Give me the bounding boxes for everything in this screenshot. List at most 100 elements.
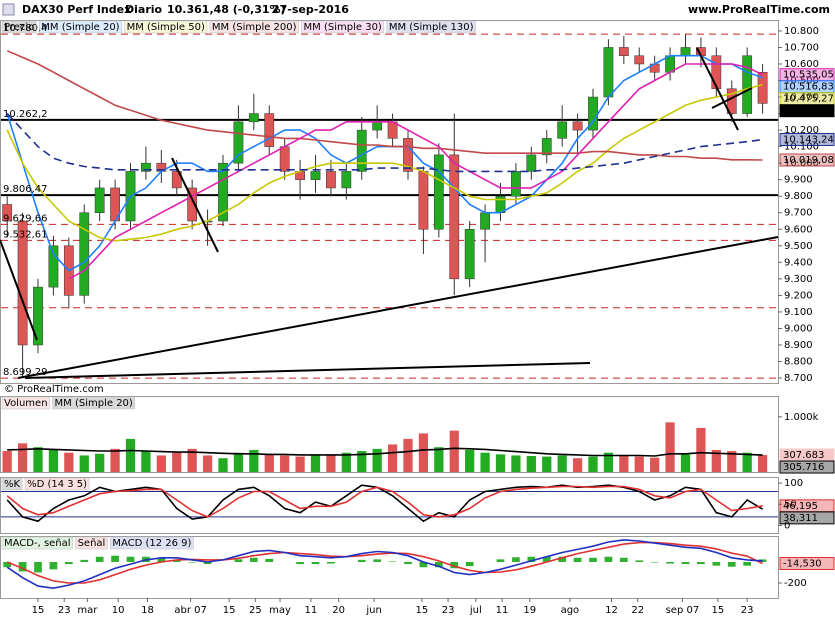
histogram-bar	[589, 557, 597, 562]
x-tick-label: 23	[741, 605, 754, 616]
y-tick-label: 9.000	[784, 323, 813, 334]
price-frame	[0, 20, 779, 384]
y-tick-label: 100	[784, 478, 803, 489]
volume-bar	[187, 448, 197, 472]
y-tick-label: -200	[784, 578, 807, 589]
volume-bar	[557, 455, 567, 472]
candle-body	[94, 187, 105, 213]
candle-body	[680, 47, 691, 56]
value-tag-label: 10.143,24	[783, 134, 834, 145]
volume-bar	[249, 449, 259, 472]
candle-body	[372, 121, 383, 131]
level-label: 8.699,29	[3, 367, 48, 378]
y-tick-label: 10.400	[784, 92, 819, 103]
candle-body	[541, 138, 552, 156]
candle-body	[187, 187, 198, 222]
candle-body	[218, 162, 228, 222]
candle-body	[48, 245, 59, 288]
value-tag-label: 305.716	[783, 462, 824, 473]
volume-bar	[727, 451, 737, 472]
candle-body	[557, 121, 568, 139]
histogram-bar	[450, 561, 459, 569]
volume-bar	[650, 457, 660, 472]
histogram-bar	[681, 561, 690, 565]
legend-entry: %K	[4, 479, 21, 490]
histogram-bar	[3, 561, 12, 568]
y-tick-label: 8.700	[784, 373, 813, 384]
histogram-bar	[697, 561, 705, 565]
candle-body	[171, 171, 182, 189]
volume-bar	[95, 453, 105, 472]
volume-bar	[357, 451, 367, 472]
y-tick-label: 9.700	[784, 208, 813, 219]
histogram-bar	[34, 561, 42, 573]
x-tick-label: 18	[141, 605, 154, 616]
x-tick-label: 23	[58, 605, 71, 616]
value-tag-label: -14,530	[783, 559, 822, 570]
volume-bar	[665, 422, 675, 472]
volume-bar	[2, 451, 12, 472]
volume-bar	[48, 449, 59, 472]
app-icon	[2, 3, 15, 16]
histogram-bar	[388, 561, 397, 562]
x-tick-label: jun	[365, 605, 381, 616]
series-line	[6, 541, 763, 584]
candle-body	[742, 55, 753, 114]
volume-bar	[172, 452, 182, 472]
candle-body	[403, 138, 413, 172]
volume-bar	[711, 449, 721, 472]
legend-box	[386, 20, 476, 34]
histogram-bar	[203, 561, 212, 565]
value-tag	[779, 104, 835, 118]
candle-body	[711, 55, 722, 90]
candle-body	[480, 212, 490, 230]
legend-box	[1, 477, 23, 491]
y-tick-label: 50	[784, 499, 797, 510]
volume-bar	[264, 454, 274, 472]
legend-entry: %D (14 3 5)	[27, 479, 87, 490]
y-tick-label: 10.000	[784, 158, 819, 169]
legend-entry: MM (Simple 30)	[304, 22, 382, 33]
x-tick-label: may	[269, 605, 291, 616]
volume-bar	[588, 456, 598, 472]
y-tick-label: 1.000k	[784, 412, 819, 423]
date: 27-sep-2016	[272, 3, 349, 16]
trendlines	[0, 47, 779, 379]
level-label: 9.629,66	[3, 213, 48, 224]
level-label: 10.780,4	[3, 23, 48, 34]
histogram-bar	[234, 559, 243, 562]
histogram-bar	[434, 561, 443, 568]
candle-body	[79, 212, 90, 296]
series-line	[6, 50, 763, 161]
x-tick-label: 10	[112, 605, 125, 616]
value-tag	[779, 460, 835, 474]
volume-bar	[64, 452, 74, 472]
histogram-bar	[743, 561, 752, 566]
volume-bar	[110, 448, 120, 472]
site: www.ProRealTime.com	[688, 3, 830, 16]
legend-box	[75, 536, 108, 550]
x-tick-label: 15	[223, 605, 236, 616]
value-tag-label: 10.516,83	[783, 82, 834, 93]
last-price: 10.361,48 (-0,31%)	[167, 3, 286, 16]
histogram-bar	[558, 556, 567, 562]
trendline	[24, 362, 591, 379]
candle-body	[603, 47, 614, 98]
candle-body	[264, 113, 275, 147]
value-tag	[779, 153, 835, 167]
legend-entry: MACD (12 26 9)	[112, 538, 191, 549]
histogram-bar	[712, 561, 721, 566]
y-tick-label: 10.700	[784, 42, 819, 53]
x-tick-label: 15	[416, 605, 429, 616]
x-tick-label: 22	[631, 605, 644, 616]
candle-body	[17, 220, 28, 346]
volume-bar	[141, 451, 151, 472]
histogram-bar	[619, 557, 628, 562]
candle-body	[279, 146, 290, 172]
legend-entry: MM (Simple 20)	[41, 22, 119, 33]
volume-bar	[526, 456, 536, 472]
x-tick-label: abr 07	[174, 605, 207, 616]
y-tick-label: 8.800	[784, 357, 813, 368]
legend-entry: Volumen	[4, 398, 48, 409]
